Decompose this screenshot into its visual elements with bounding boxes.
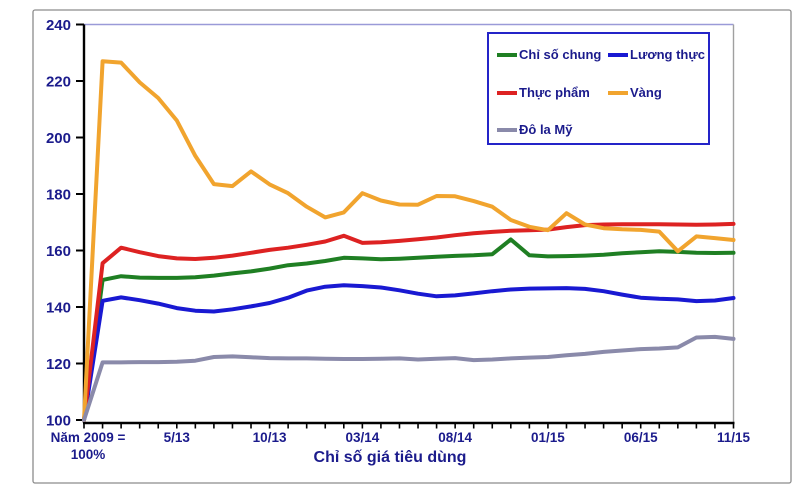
y-axis-label: 220 [46, 74, 71, 91]
y-axis-label: 120 [46, 356, 71, 373]
y-axis-label: 160 [46, 243, 71, 260]
legend-item-vàng: Vàng [608, 85, 662, 100]
legend-label: Vàng [630, 85, 662, 100]
legend-swatch-icon [497, 127, 517, 132]
x-axis-label: 5/13 [164, 430, 191, 445]
legend-swatch-icon [497, 90, 517, 95]
legend-swatch-icon [608, 90, 628, 95]
legend-item-chỉ-số-chung: Chỉ số chung [497, 47, 601, 62]
legend-label: Chỉ số chung [519, 47, 602, 62]
legend-swatch-icon [497, 52, 517, 57]
x-axis-label: 03/14 [345, 430, 379, 445]
y-axis-label: 140 [46, 300, 71, 317]
legend-label: Lương thực [630, 47, 706, 62]
series-line-lương-thực [82, 283, 736, 422]
y-axis-label: 100 [46, 413, 71, 430]
series-line-thực-phẩm [82, 221, 736, 422]
x-axis-label: 10/13 [253, 430, 287, 445]
y-axis-label: 200 [46, 130, 71, 147]
figure-border [32, 9, 792, 484]
legend-swatch-icon [608, 52, 628, 57]
chart-title: Chỉ số giá tiêu dùng [313, 449, 467, 466]
legend-label: Thực phẩm [519, 85, 590, 100]
legend: Chỉ số chung Lương thực Thực phẩm Vàng Đô la… [487, 32, 710, 145]
x-axis-label: 100% [71, 447, 106, 462]
x-axis-label: 11/15 [717, 430, 751, 445]
y-axis-label: 240 [46, 17, 71, 34]
legend-label: Đô la Mỹ [519, 122, 573, 137]
x-axis-label: 06/15 [624, 430, 658, 445]
x-axis-label: 01/15 [531, 430, 565, 445]
series-line-vàng [82, 59, 736, 422]
legend-item-thực-phẩm: Thực phẩm [497, 85, 590, 100]
x-axis-label: 08/14 [438, 430, 472, 445]
series-line-đô-la-mỹ [82, 334, 736, 422]
x-axis-label: Năm 2009 = [51, 430, 126, 445]
legend-item-lương-thực: Lương thực [608, 47, 705, 62]
y-axis-label: 180 [46, 187, 71, 204]
legend-item-đô-la-mỹ: Đô la Mỹ [497, 122, 572, 137]
series-line-chỉ-số-chung [82, 237, 736, 422]
